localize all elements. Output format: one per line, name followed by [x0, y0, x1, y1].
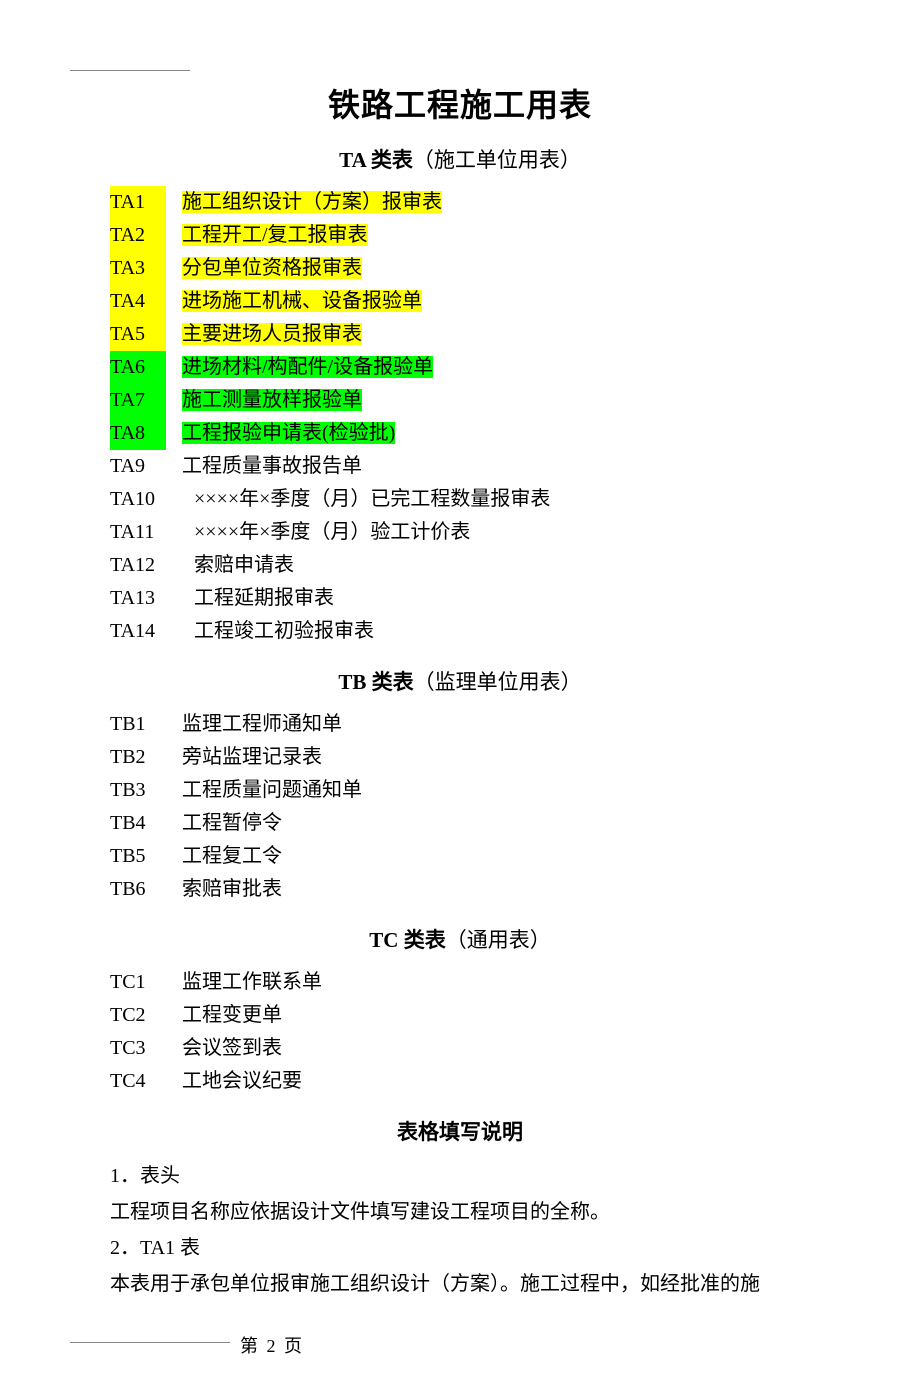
item-label: 施工测量放样报验单	[182, 389, 362, 411]
section-heading-paren: （施工单位用表）	[413, 148, 581, 172]
section-heading-bold: TC 类表	[369, 928, 445, 952]
item-code: TA13	[110, 582, 178, 615]
item-code: TC1	[110, 966, 166, 999]
list-item: TB6 索赔审批表	[110, 873, 810, 906]
item-code: TA1	[110, 186, 166, 219]
item-code: TA2	[110, 219, 166, 252]
list-item: TC3 会议签到表	[110, 1032, 810, 1065]
item-label: 监理工作联系单	[182, 971, 322, 993]
list-item: TC2 工程变更单	[110, 999, 810, 1032]
list-item: TA2 工程开工/复工报审表	[110, 219, 810, 252]
instruction-paragraph: 工程项目名称应依据设计文件填写建设工程项目的全称。	[110, 1194, 810, 1230]
header-rule	[70, 70, 190, 71]
list-item: TB5 工程复工令	[110, 840, 810, 873]
list-item: TA1 施工组织设计（方案）报审表	[110, 186, 810, 219]
item-code: TA3	[110, 252, 166, 285]
list-item: TA5 主要进场人员报审表	[110, 318, 810, 351]
item-label: 监理工程师通知单	[182, 713, 342, 735]
list-item: TB4 工程暂停令	[110, 807, 810, 840]
item-label: ××××年×季度（月）验工计价表	[194, 521, 470, 543]
list-item: TA12 索赔申请表	[110, 549, 810, 582]
instructions-body: 1．表头工程项目名称应依据设计文件填写建设工程项目的全称。2．TA1 表本表用于…	[110, 1158, 810, 1302]
item-label: 工程变更单	[182, 1004, 282, 1026]
item-label: 工程报验申请表(检验批)	[182, 422, 395, 444]
instructions-heading: 表格填写说明	[110, 1116, 810, 1146]
item-code: TC2	[110, 999, 166, 1032]
section-heading-paren: （通用表）	[446, 928, 551, 952]
item-code: TA10	[110, 483, 178, 516]
section-heading: TA 类表（施工单位用表）	[110, 144, 810, 174]
item-label: 工程竣工初验报审表	[194, 620, 374, 642]
list-item: TA11 ××××年×季度（月）验工计价表	[110, 516, 810, 549]
item-label: 工程暂停令	[182, 812, 282, 834]
item-label: 工程开工/复工报审表	[182, 224, 368, 246]
list-item: TA13 工程延期报审表	[110, 582, 810, 615]
item-label: 施工组织设计（方案）报审表	[182, 191, 442, 213]
item-code: TA6	[110, 351, 166, 384]
document-page: 铁路工程施工用表 TA 类表（施工单位用表）TA1施工组织设计（方案）报审表TA…	[0, 0, 920, 1398]
list-item: TC4 工地会议纪要	[110, 1065, 810, 1098]
item-code: TA14	[110, 615, 178, 648]
list-item: TA8 工程报验申请表(检验批)	[110, 417, 810, 450]
item-label: 工程复工令	[182, 845, 282, 867]
item-label: 主要进场人员报审表	[182, 323, 362, 345]
item-code: TA7	[110, 384, 166, 417]
instruction-paragraph: 1．表头	[110, 1158, 810, 1194]
item-label: 工程质量事故报告单	[182, 455, 362, 477]
list-item: TA7 施工测量放样报验单	[110, 384, 810, 417]
item-code: TB6	[110, 873, 166, 906]
section-heading-bold: TB 类表	[338, 670, 413, 694]
item-code: TA5	[110, 318, 166, 351]
section-heading-bold: TA 类表	[339, 148, 413, 172]
instructions-heading-text: 表格填写说明	[397, 1120, 523, 1144]
section-heading: TC 类表（通用表）	[110, 924, 810, 954]
item-label: 会议签到表	[182, 1037, 282, 1059]
item-code: TB4	[110, 807, 166, 840]
item-code: TB1	[110, 708, 166, 741]
item-code: TC4	[110, 1065, 166, 1098]
instruction-paragraph: 2．TA1 表	[110, 1230, 810, 1266]
page-footer: 第 2 页	[110, 1330, 810, 1358]
list-item: TA4 进场施工机械、设备报验单	[110, 285, 810, 318]
item-label: 分包单位资格报审表	[182, 257, 362, 279]
list-item: TA10 ××××年×季度（月）已完工程数量报审表	[110, 483, 810, 516]
item-label: 旁站监理记录表	[182, 746, 322, 768]
item-code: TB2	[110, 741, 166, 774]
list-item: TB3 工程质量问题通知单	[110, 774, 810, 807]
item-label: 索赔审批表	[182, 878, 282, 900]
list-item: TA3 分包单位资格报审表	[110, 252, 810, 285]
list-item: TA14 工程竣工初验报审表	[110, 615, 810, 648]
main-title: 铁路工程施工用表	[110, 80, 810, 126]
item-code: TA11	[110, 516, 178, 549]
page-number: 第 2 页	[240, 1332, 304, 1358]
item-label: 进场施工机械、设备报验单	[182, 290, 422, 312]
item-code: TC3	[110, 1032, 166, 1065]
list-item: TB2 旁站监理记录表	[110, 741, 810, 774]
list-item: TC1 监理工作联系单	[110, 966, 810, 999]
list-item: TA6 进场材料/构配件/设备报验单	[110, 351, 810, 384]
item-label: 工地会议纪要	[182, 1070, 302, 1092]
item-label: 工程延期报审表	[194, 587, 334, 609]
item-code: TA9	[110, 450, 166, 483]
item-code: TB5	[110, 840, 166, 873]
list-item: TB1 监理工程师通知单	[110, 708, 810, 741]
item-label: 索赔申请表	[194, 554, 294, 576]
instruction-paragraph: 本表用于承包单位报审施工组织设计（方案）。施工过程中，如经批准的施	[110, 1266, 810, 1302]
item-label: 工程质量问题通知单	[182, 779, 362, 801]
sections-container: TA 类表（施工单位用表） TA1 施工组织设计（方案）报审表 TA2 工程开工/复工报…	[110, 144, 810, 1098]
footer-rule	[70, 1342, 230, 1343]
section-heading-paren: （监理单位用表）	[414, 670, 582, 694]
item-code: TA4	[110, 285, 166, 318]
item-code: TB3	[110, 774, 166, 807]
item-label: ××××年×季度（月）已完工程数量报审表	[194, 488, 550, 510]
list-item: TA9 工程质量事故报告单	[110, 450, 810, 483]
section-heading: TB 类表（监理单位用表）	[110, 666, 810, 696]
item-code: TA12	[110, 549, 178, 582]
item-code: TA8	[110, 417, 166, 450]
item-label: 进场材料/构配件/设备报验单	[182, 356, 433, 378]
